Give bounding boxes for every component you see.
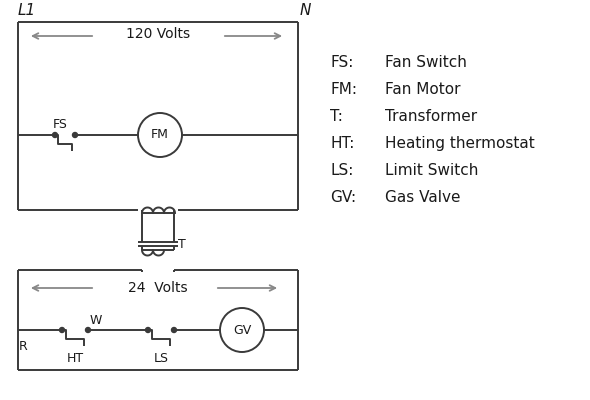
Circle shape xyxy=(172,328,176,332)
Text: Gas Valve: Gas Valve xyxy=(385,190,461,205)
Text: LS: LS xyxy=(153,352,169,365)
Text: FS:: FS: xyxy=(330,55,353,70)
Circle shape xyxy=(146,328,150,332)
Circle shape xyxy=(60,328,64,332)
Text: 120 Volts: 120 Volts xyxy=(126,27,190,41)
Text: HT:: HT: xyxy=(330,136,355,151)
Text: FM:: FM: xyxy=(330,82,357,97)
Text: Limit Switch: Limit Switch xyxy=(385,163,478,178)
Text: HT: HT xyxy=(67,352,84,365)
Text: Transformer: Transformer xyxy=(385,109,477,124)
Circle shape xyxy=(53,132,57,138)
Text: Fan Motor: Fan Motor xyxy=(385,82,461,97)
Text: GV: GV xyxy=(233,324,251,336)
Circle shape xyxy=(73,132,77,138)
Text: GV:: GV: xyxy=(330,190,356,205)
Text: N: N xyxy=(300,3,312,18)
Text: T:: T: xyxy=(330,109,343,124)
Text: R: R xyxy=(19,340,28,353)
Text: L1: L1 xyxy=(18,3,36,18)
Text: FS: FS xyxy=(53,118,68,131)
Circle shape xyxy=(86,328,90,332)
Text: 24  Volts: 24 Volts xyxy=(128,281,188,295)
Text: LS:: LS: xyxy=(330,163,353,178)
Text: W: W xyxy=(90,314,103,327)
Text: T: T xyxy=(178,238,186,250)
Text: Heating thermostat: Heating thermostat xyxy=(385,136,535,151)
Text: FM: FM xyxy=(151,128,169,142)
Text: Fan Switch: Fan Switch xyxy=(385,55,467,70)
